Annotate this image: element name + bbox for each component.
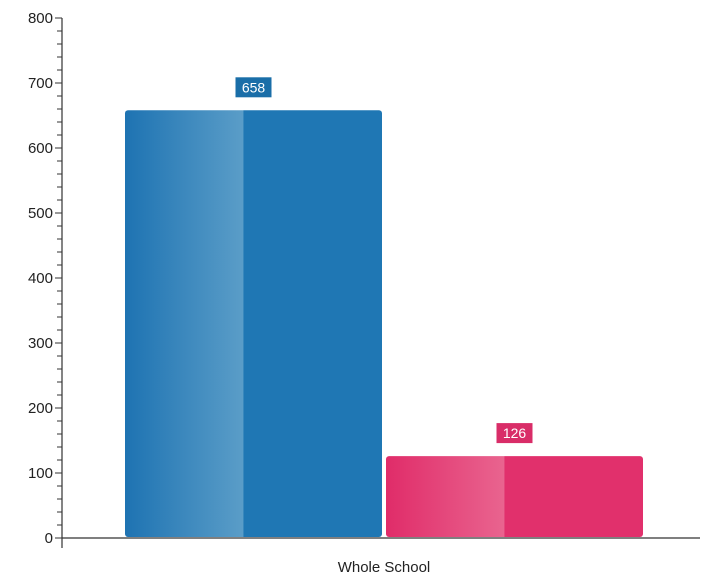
y-tick-label: 200 bbox=[28, 400, 53, 417]
y-tick-label: 300 bbox=[28, 335, 53, 352]
y-tick-label: 600 bbox=[28, 140, 53, 157]
bar-series-1 bbox=[125, 110, 382, 538]
data-label-background bbox=[496, 423, 533, 444]
x-category-label: Whole School bbox=[338, 559, 431, 576]
y-tick-label: 100 bbox=[28, 465, 53, 482]
data-labels: 658 126 bbox=[235, 77, 533, 444]
y-tick-label: 0 bbox=[45, 530, 53, 547]
y-axis-ticks bbox=[55, 17, 62, 539]
y-tick-label: 400 bbox=[28, 270, 53, 287]
data-label: 126 bbox=[503, 425, 527, 441]
data-label-background bbox=[235, 77, 272, 98]
y-tick-label: 700 bbox=[28, 75, 53, 92]
y-tick-label: 500 bbox=[28, 205, 53, 222]
data-label: 658 bbox=[242, 79, 266, 95]
bars bbox=[125, 110, 643, 538]
bar-series-2 bbox=[386, 456, 643, 537]
y-axis-labels: 0 100 200 300 400 500 600 700 800 bbox=[28, 10, 53, 547]
y-tick-label: 800 bbox=[28, 10, 53, 27]
